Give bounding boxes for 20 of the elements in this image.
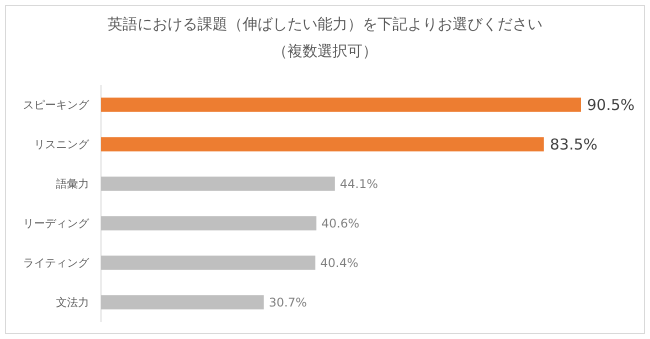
y-tick-label: 語彙力 — [56, 177, 89, 190]
y-tick-label: ライティング — [23, 256, 90, 270]
bar — [101, 176, 335, 191]
y-tick-label: リスニング — [34, 138, 90, 151]
y-tick-label: 文法力 — [56, 296, 89, 309]
y-tick-label: スピーキング — [23, 98, 90, 112]
data-label: 30.7% — [268, 295, 307, 310]
chart-subtitle: （複数選択可） — [272, 42, 378, 60]
chart-title: 英語における課題（伸ばしたい能力）を下記よりお選びください — [108, 15, 542, 33]
data-label: 83.5% — [550, 136, 598, 154]
bar — [101, 295, 264, 310]
data-label: 40.6% — [321, 216, 360, 230]
bar — [101, 256, 316, 270]
data-label: 44.1% — [340, 176, 378, 191]
data-label: 90.5% — [587, 96, 635, 114]
y-tick-label: リーディング — [23, 216, 90, 230]
data-label: 40.4% — [320, 256, 358, 270]
bar — [101, 98, 581, 112]
bar — [101, 137, 544, 152]
bar — [101, 216, 316, 230]
